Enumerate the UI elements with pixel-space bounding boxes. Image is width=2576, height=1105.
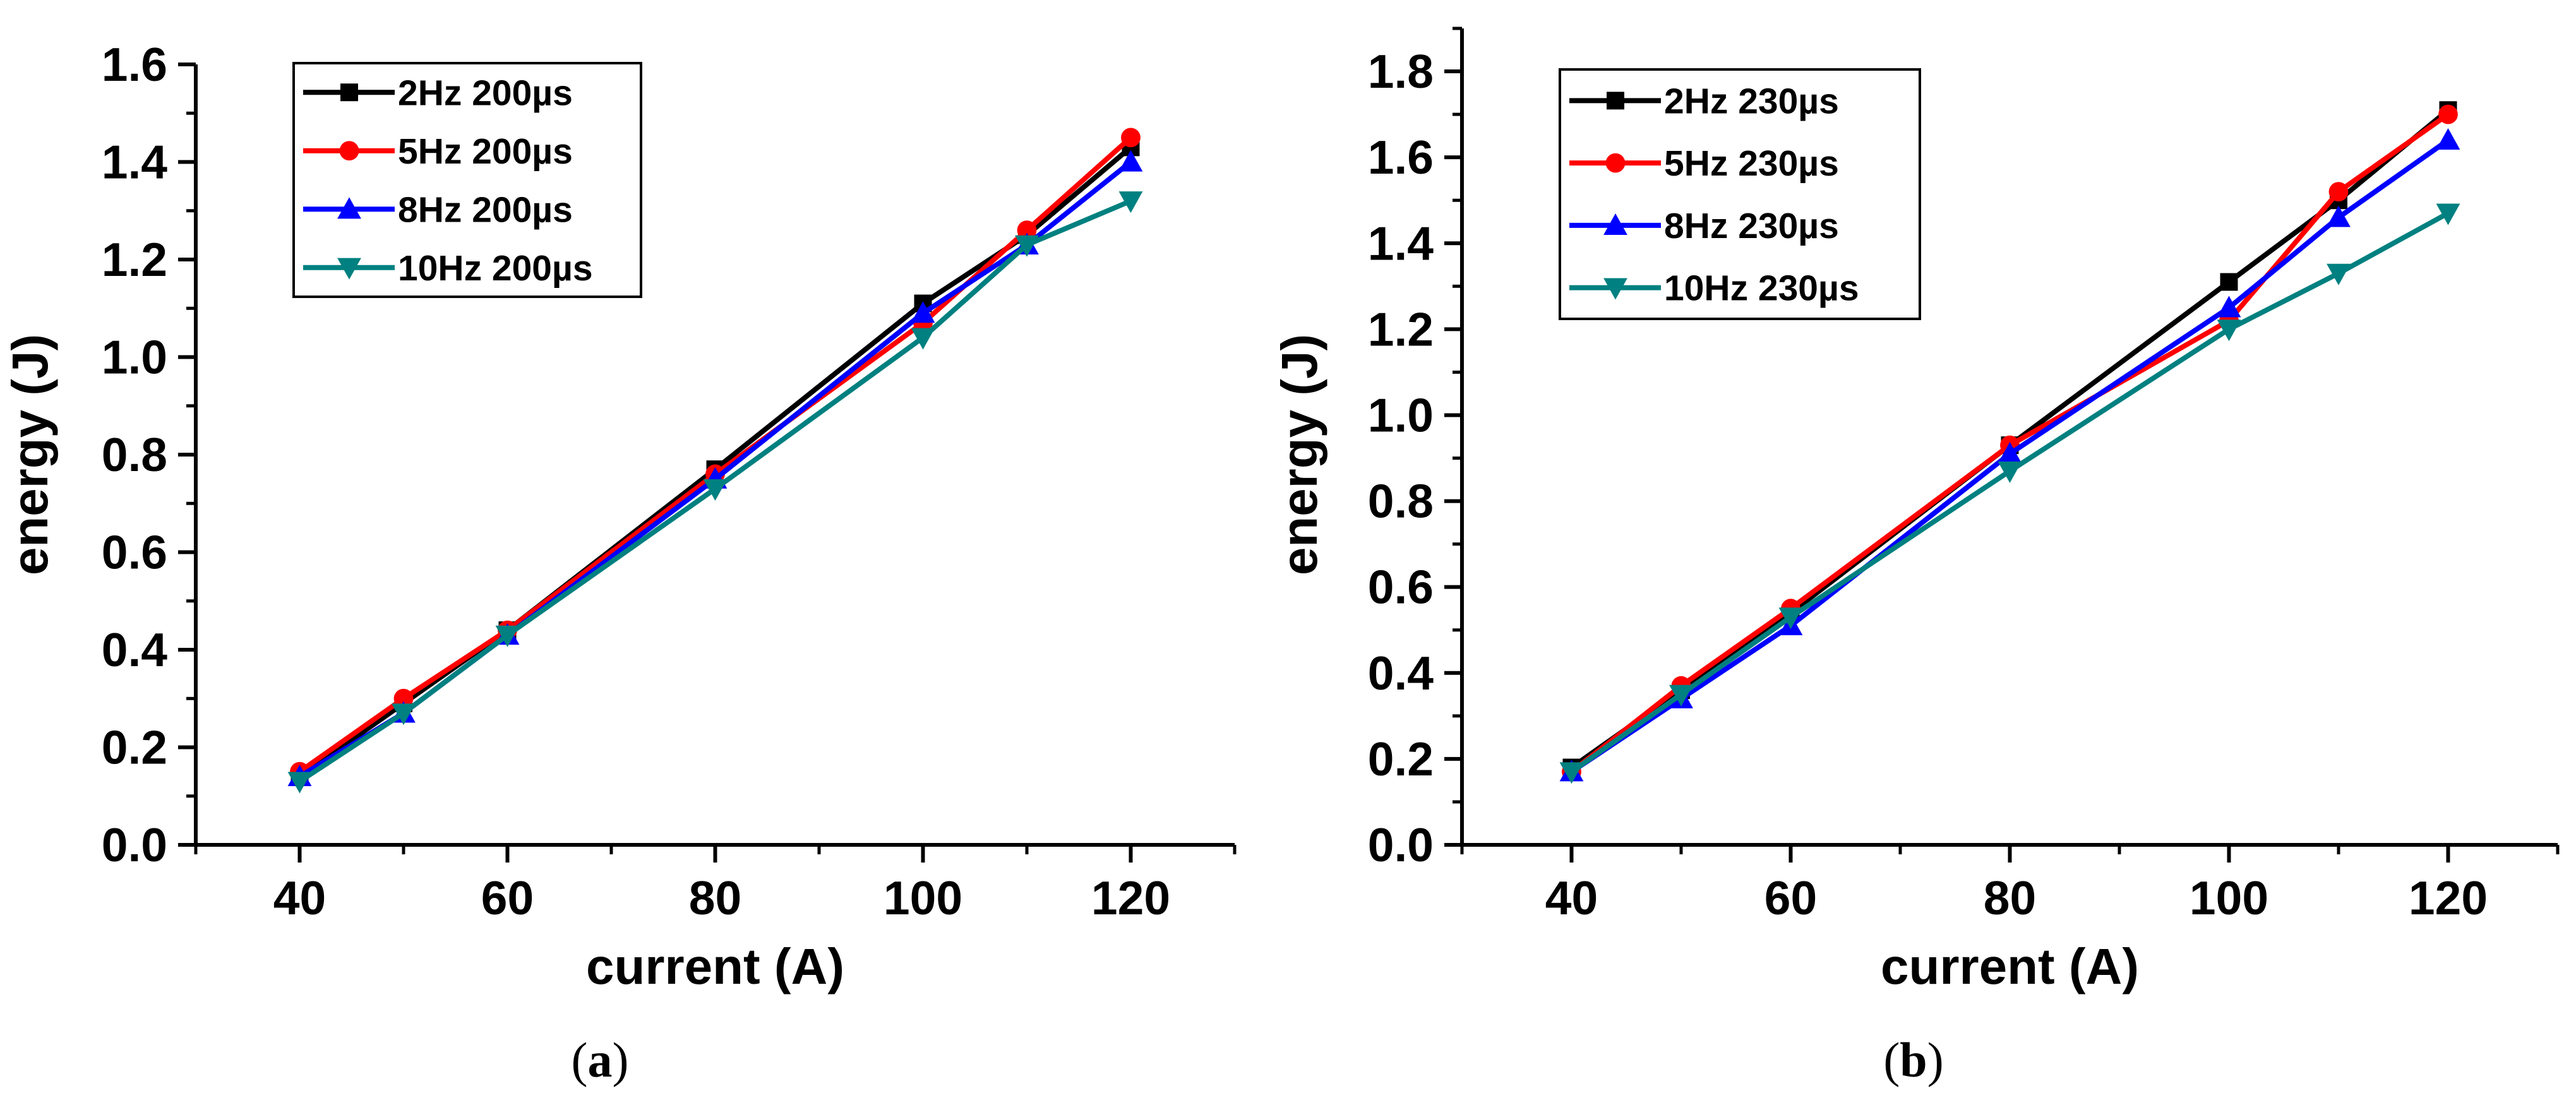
y-tick-label: 0.6 bbox=[102, 526, 167, 579]
data-point bbox=[1015, 235, 1039, 257]
x-axis-label: current (A) bbox=[586, 938, 844, 994]
x-axis-label: current (A) bbox=[1881, 938, 2139, 994]
legend-marker bbox=[1607, 92, 1624, 110]
y-tick-label: 0.8 bbox=[1368, 475, 1434, 528]
chart-panel-b: 0.0 0.2 0.4 0.6 0.8 1.0 1.2 1.4 1.6 1.8 40 60 80 100 1… bbox=[1271, 27, 2560, 1087]
x-tick-label: 60 bbox=[1764, 871, 1817, 924]
data-point bbox=[495, 625, 520, 647]
data-point bbox=[393, 688, 414, 708]
x-tick-label: 100 bbox=[884, 871, 962, 924]
data-point bbox=[703, 479, 728, 501]
legend-label: 10Hz 230µs bbox=[1664, 268, 1859, 309]
data-point bbox=[2217, 320, 2241, 342]
x-tick-label: 40 bbox=[273, 871, 326, 924]
y-axis-label: energy (J) bbox=[2, 334, 58, 575]
chart-panel-a: 0.0 0.2 0.4 0.6 0.8 1.0 1.2 1.4 1.6 40 60 80 100 120 c… bbox=[2, 38, 1237, 1087]
data-point bbox=[1778, 607, 1803, 630]
panel-label: (a) bbox=[572, 1032, 629, 1087]
y-tick-label: 1.6 bbox=[1368, 131, 1434, 184]
legend-marker bbox=[1603, 213, 1627, 235]
y-tick-label: 0.2 bbox=[102, 721, 167, 774]
x-tick-label: 80 bbox=[689, 871, 741, 924]
data-point bbox=[1121, 128, 1141, 148]
legend-label: 2Hz 200µs bbox=[398, 73, 573, 113]
data-point bbox=[1017, 220, 1037, 241]
y-tick-label: 1.4 bbox=[1368, 217, 1434, 270]
data-point bbox=[1669, 684, 1693, 707]
y-tick-label: 1.8 bbox=[1368, 45, 1434, 98]
y-tick-label: 1.0 bbox=[1368, 388, 1434, 441]
legend-box bbox=[292, 62, 642, 298]
legend-marker bbox=[1603, 278, 1627, 300]
y-tick-label: 1.2 bbox=[1368, 302, 1434, 355]
legend-label: 10Hz 200µs bbox=[398, 248, 593, 289]
x-tick-label: 120 bbox=[1091, 871, 1170, 924]
legend-label: 8Hz 200µs bbox=[398, 189, 573, 230]
y-axis-label: energy (J) bbox=[1271, 334, 1327, 575]
data-point bbox=[1998, 441, 2022, 463]
data-point bbox=[1998, 461, 2022, 483]
legend-marker bbox=[339, 141, 359, 161]
data-point bbox=[2327, 263, 2351, 285]
data-point bbox=[2436, 128, 2460, 150]
x-tick-label: 80 bbox=[1984, 871, 2036, 924]
data-point bbox=[911, 301, 935, 323]
y-tick-label: 0.8 bbox=[102, 428, 167, 481]
x-tick-label: 120 bbox=[2409, 871, 2488, 924]
legend-marker bbox=[340, 83, 358, 102]
legend-marker bbox=[1605, 153, 1626, 173]
x-tick-label: 40 bbox=[1545, 871, 1598, 924]
data-point bbox=[1118, 150, 1143, 172]
data-point bbox=[2220, 273, 2238, 291]
legend-marker bbox=[337, 258, 361, 280]
y-tick-label: 1.0 bbox=[102, 331, 167, 384]
legend-marker bbox=[337, 197, 361, 219]
data-point bbox=[911, 328, 935, 350]
x-tick-label: 60 bbox=[481, 871, 534, 924]
y-tick-label: 1.6 bbox=[102, 38, 167, 91]
y-tick-label: 0.6 bbox=[1368, 561, 1434, 614]
data-point bbox=[2436, 203, 2460, 225]
legend-label: 2Hz 230µs bbox=[1664, 81, 1839, 121]
y-tick-label: 0.4 bbox=[1368, 647, 1434, 700]
data-point bbox=[2327, 205, 2351, 227]
y-tick-label: 0.0 bbox=[102, 818, 167, 871]
data-point bbox=[1559, 762, 1584, 784]
data-point bbox=[2438, 104, 2458, 124]
y-tick-label: 0.0 bbox=[1368, 818, 1434, 871]
y-tick-label: 0.2 bbox=[1368, 732, 1434, 785]
x-tick-label: 100 bbox=[2190, 871, 2268, 924]
legend-label: 5Hz 230µs bbox=[1664, 143, 1839, 184]
y-tick-label: 1.2 bbox=[102, 233, 167, 286]
legend-label: 5Hz 200µs bbox=[398, 131, 573, 172]
data-point bbox=[287, 772, 312, 794]
data-point bbox=[392, 703, 416, 726]
legend-box bbox=[1559, 68, 1921, 320]
legend-label: 8Hz 230µs bbox=[1664, 206, 1839, 246]
data-point bbox=[1118, 191, 1143, 213]
y-tick-label: 1.4 bbox=[102, 136, 168, 189]
panel-label: (b) bbox=[1883, 1032, 1943, 1087]
data-point bbox=[2328, 182, 2349, 201]
y-tick-label: 0.4 bbox=[102, 623, 168, 676]
data-point bbox=[2217, 296, 2241, 318]
